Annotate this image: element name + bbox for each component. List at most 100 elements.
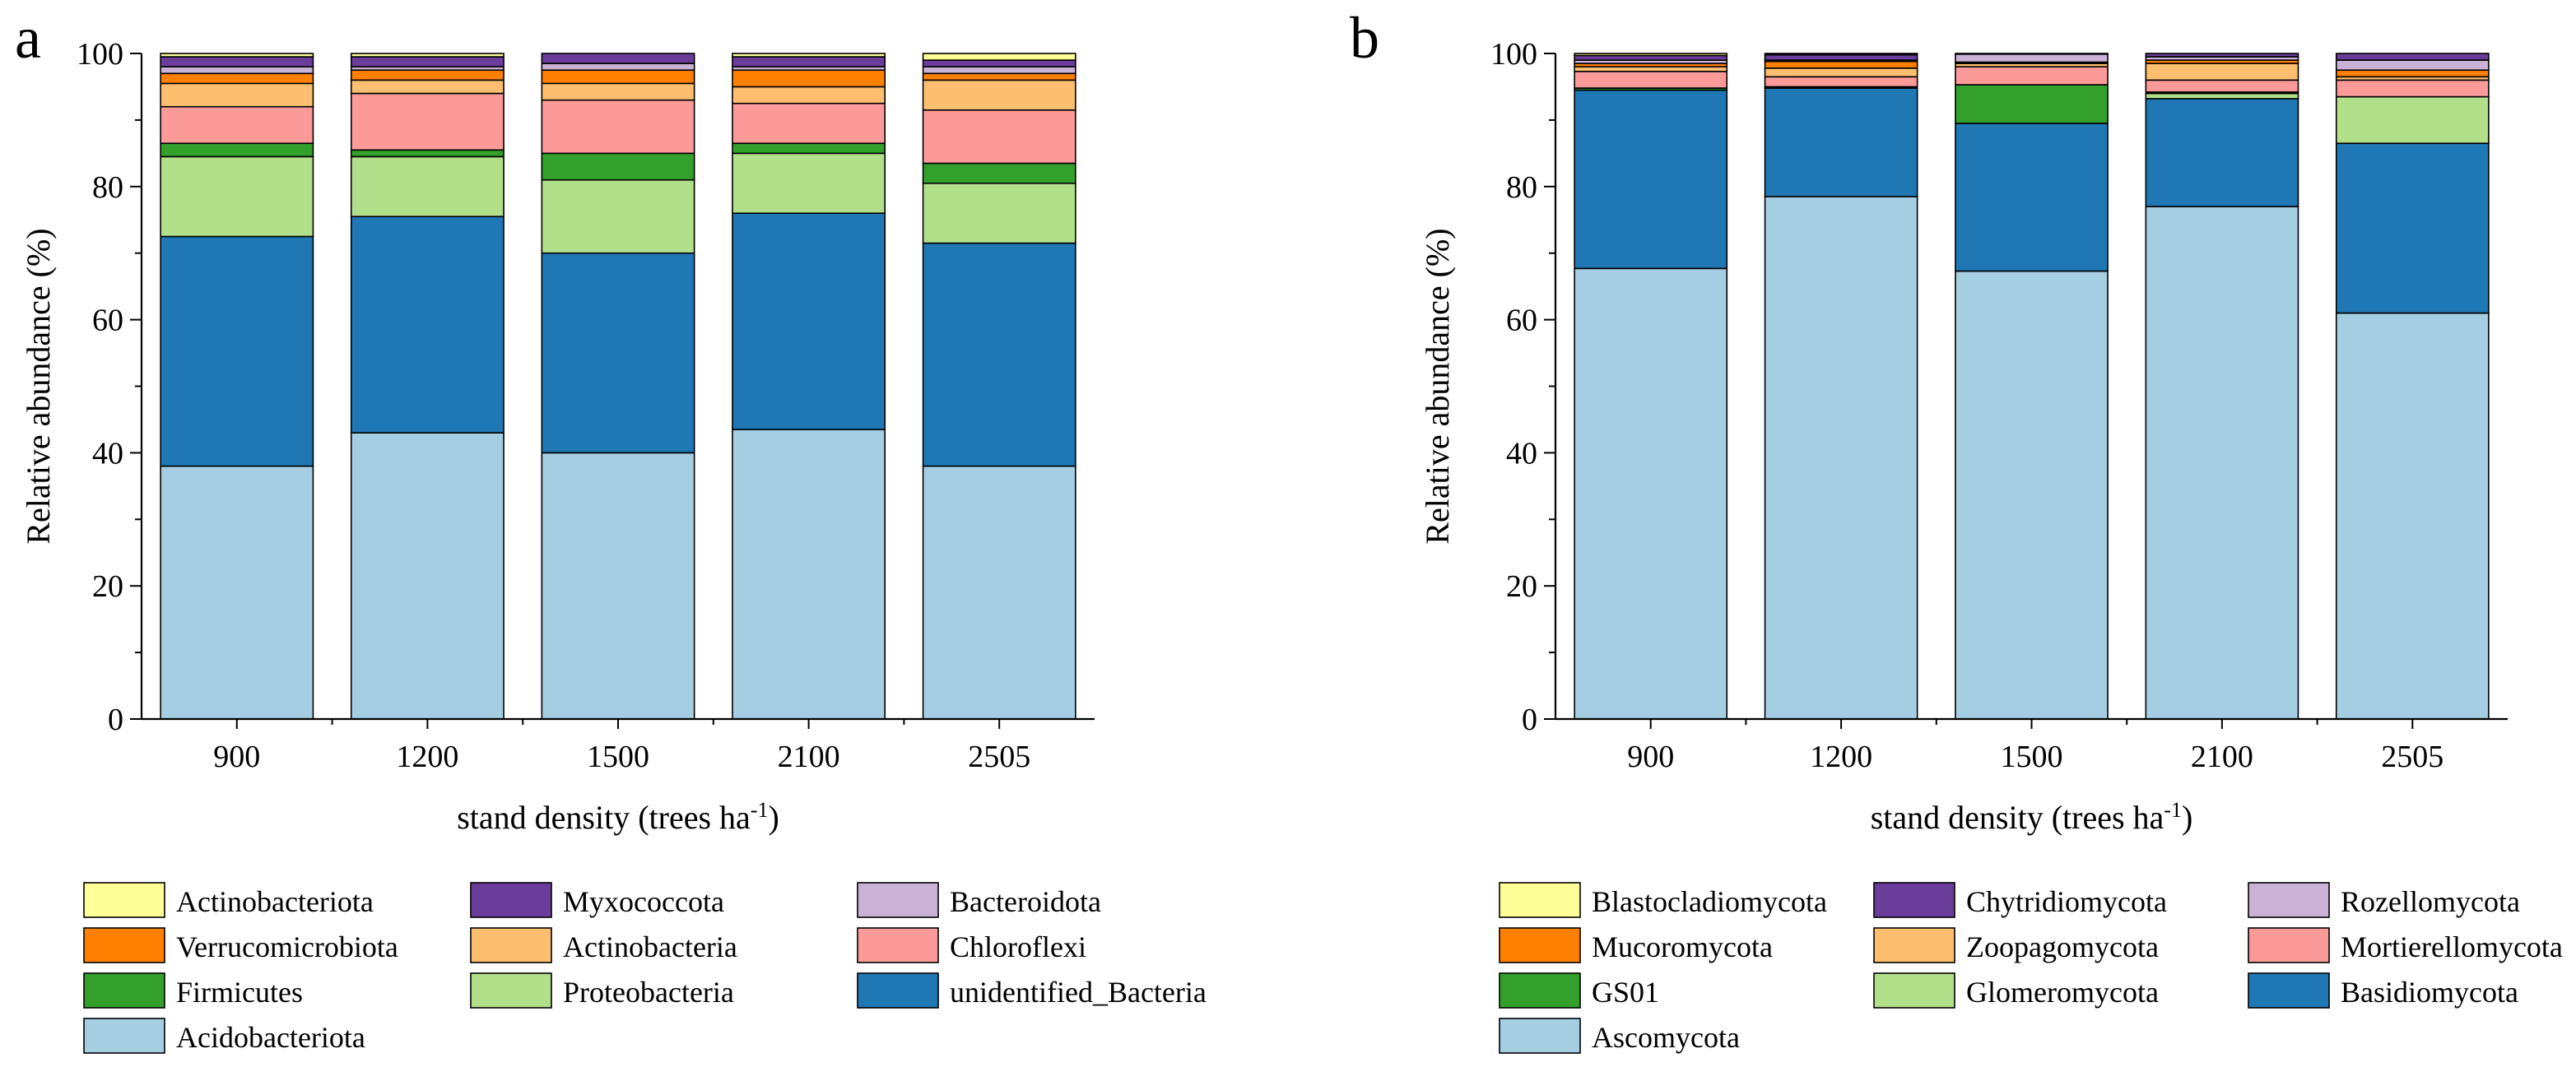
panel-a-bacteria-chart: 0 20 40 60 80 100 900 1200 1500 2100 2505 stand den… — [15, 5, 1207, 1054]
x-tick-label: 2505 — [968, 740, 1030, 774]
bar-segment-actinobacteria-900 — [160, 82, 314, 108]
bar-segment-acidobacteriota-2100 — [732, 429, 886, 720]
bar-segment-mucoromycota-1200 — [1764, 60, 1918, 69]
y-tick-label: 100 — [77, 37, 123, 72]
bar-segment-bacteroidota-2505 — [922, 66, 1076, 75]
panel-b-fungi-chart: 0 20 40 60 80 100 900 1200 1500 2100 2505 stand den… — [1350, 5, 2563, 1054]
bar-segment-chloroflexi-1200 — [350, 92, 505, 151]
legend-label-verrucomicrobiota: Verrucomicrobiota — [176, 930, 398, 963]
legend-label-chytridiomycota: Chytridiomycota — [1966, 885, 2167, 918]
legend-swatch-bacteroidota — [857, 882, 939, 918]
bar-segment-acidobacteriota-900 — [160, 465, 314, 720]
legend-swatch-chytridiomycota — [1873, 882, 1955, 918]
legend-label-blastocladiomycota: Blastocladiomycota — [1592, 885, 1827, 918]
legend-label-firmicutes: Firmicutes — [176, 976, 303, 1009]
legend-swatch-actinobacteria — [470, 927, 552, 963]
bar-segment-basidiomycota-1200 — [1764, 87, 1918, 197]
y-tick-label: 60 — [92, 304, 123, 338]
bar-segment-verrucomicrobiota-1500 — [541, 69, 695, 85]
x-tick-label: 900 — [1627, 740, 1674, 774]
bar-segment-bacteroidota-1500 — [541, 63, 695, 72]
bar-segment-firmicutes-900 — [160, 142, 314, 158]
bar-segment-chloroflexi-2505 — [922, 109, 1076, 165]
bar-segment-chloroflexi-900 — [160, 105, 314, 145]
bar-segment-rozellomycota-1500 — [1955, 53, 2109, 63]
bar-segment-unidentified-bacteria-1200 — [350, 216, 505, 434]
legend-label-unidentified-bacteria: unidentified_Bacteria — [950, 976, 1207, 1009]
bar-segment-verrucomicrobiota-900 — [160, 72, 314, 85]
y-tick-label: 100 — [1490, 37, 1537, 72]
legend-label-proteobacteria: Proteobacteria — [563, 976, 734, 1009]
legend-swatch-acidobacteriota — [83, 1018, 165, 1054]
legend-swatch-basidiomycota — [2248, 972, 2330, 1009]
panel-letter: b — [1350, 5, 1379, 71]
legend: Actinobacteriota Myxococcota Bacteroidota V… — [83, 882, 1207, 1054]
y-tick-label: 20 — [1506, 569, 1537, 604]
bar-segment-ascomycota-2100 — [2145, 206, 2299, 720]
bar-segment-glomeromycota-2505 — [2335, 95, 2490, 145]
bar-segment-zoopagomycota-1200 — [1764, 67, 1918, 78]
bar-segment-ascomycota-2505 — [2335, 312, 2490, 720]
x-tick-label: 1200 — [396, 740, 458, 774]
bar-segment-chytridiomycota-1200 — [1764, 53, 1918, 61]
bar-segment-zoopagomycota-2100 — [2145, 63, 2299, 81]
bar-segment-acidobacteriota-2505 — [922, 465, 1076, 720]
bar-segment-proteobacteria-1500 — [541, 179, 695, 254]
y-tick-label: 80 — [1506, 170, 1537, 205]
bar-segment-acidobacteriota-1200 — [350, 432, 505, 720]
bar-segment-unidentified-bacteria-2505 — [922, 242, 1076, 467]
bar-segment-verrucomicrobiota-2505 — [922, 72, 1076, 81]
legend-label-acidobacteriota: Acidobacteriota — [176, 1021, 365, 1054]
bar-segment-proteobacteria-1200 — [350, 155, 505, 217]
bar-segment-actinobacteriota-900 — [160, 53, 314, 58]
legend-label-mortierellomycota: Mortierellomycota — [2341, 930, 2563, 963]
bar-segment-basidiomycota-1500 — [1955, 123, 2109, 272]
legend-swatch-gs01 — [1499, 972, 1581, 1009]
bar-segment-blastocladiomycota-900 — [1574, 53, 1728, 57]
legend-label-zoopagomycota: Zoopagomycota — [1966, 930, 2159, 963]
bar-segment-chytridiomycota-900 — [1574, 54, 1728, 61]
bar-segment-actinobacteriota-2505 — [922, 53, 1076, 61]
y-tick-label: 20 — [92, 569, 123, 604]
bar-segment-firmicutes-2505 — [922, 162, 1076, 184]
bar-segment-chytridiomycota-2505 — [2335, 53, 2490, 61]
bar-segment-mortierellomycota-1200 — [1764, 76, 1918, 88]
bar-segment-actinobacteria-1200 — [350, 79, 505, 95]
legend-swatch-chloroflexi — [857, 927, 939, 963]
bar-segment-basidiomycota-2100 — [2145, 98, 2299, 207]
y-tick-label: 0 — [1522, 703, 1537, 737]
legend-swatch-mortierellomycota — [2248, 927, 2330, 963]
x-tick-label: 2100 — [2191, 740, 2253, 774]
legend-swatch-myxococcota — [470, 882, 552, 918]
legend-swatch-unidentified-bacteria — [857, 972, 939, 1009]
bar-segment-actinobacteriota-1200 — [350, 53, 505, 58]
bar-segment-mortierellomycota-1500 — [1955, 66, 2109, 86]
bar-segment-firmicutes-2100 — [732, 142, 886, 155]
legend-label-gs01: GS01 — [1592, 976, 1659, 1009]
bar-segment-myxococcota-2100 — [732, 56, 886, 67]
y-tick-label: 40 — [1506, 436, 1537, 471]
legend-label-rozellomycota: Rozellomycota — [2341, 885, 2520, 918]
bar-segment-myxococcota-2505 — [922, 59, 1076, 67]
bar-segment-rozellomycota-2505 — [2335, 59, 2490, 72]
bar-segment-acidobacteriota-1500 — [541, 452, 695, 720]
legend-swatch-actinobacteriota — [83, 882, 165, 918]
legend-swatch-firmicutes — [83, 972, 165, 1009]
bar-segment-basidiomycota-2505 — [2335, 142, 2490, 314]
legend-label-actinobacteriota: Actinobacteriota — [176, 885, 374, 918]
bar-segment-proteobacteria-900 — [160, 155, 314, 238]
x-tick-label: 900 — [213, 740, 260, 774]
legend-swatch-mucoromycota — [1499, 927, 1581, 963]
legend-label-ascomycota: Ascomycota — [1592, 1021, 1740, 1054]
x-axis-title: stand density (trees ha-1) — [1871, 798, 2193, 836]
bar-segment-actinobacteria-1500 — [541, 82, 695, 101]
legend-label-actinobacteria: Actinobacteria — [563, 930, 737, 963]
x-axis-title: stand density (trees ha-1) — [457, 798, 779, 836]
y-axis-title: Relative abundance (%) — [20, 228, 57, 544]
legend-swatch-blastocladiomycota — [1499, 882, 1581, 918]
legend-swatch-zoopagomycota — [1873, 927, 1955, 963]
bar-segment-firmicutes-1200 — [350, 149, 505, 158]
legend-swatch-rozellomycota — [2248, 882, 2330, 918]
y-tick-label: 40 — [92, 436, 123, 471]
